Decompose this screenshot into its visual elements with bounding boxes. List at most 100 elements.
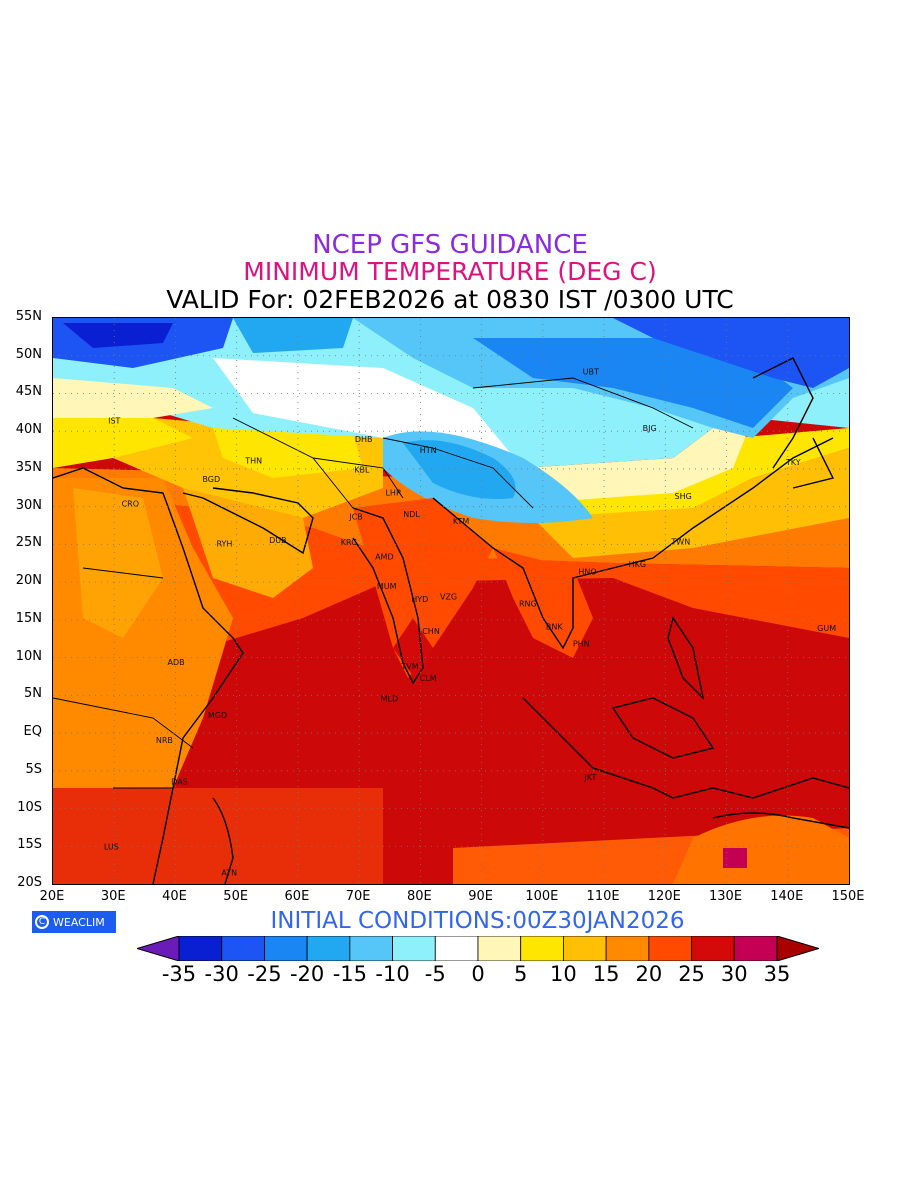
hot-spot [723, 848, 747, 868]
city-label-ryh: RYH [216, 540, 232, 549]
weaclim-logo: C WEACLIM [32, 911, 116, 933]
longitude-label: 90E [468, 889, 493, 904]
title-line-2: MINIMUM TEMPERATURE (DEG C) [243, 257, 657, 286]
scale-label: -30 [204, 962, 239, 986]
city-label-lhr: LHR [385, 488, 401, 497]
temp-zone [523, 418, 753, 503]
city-label-thn: THN [244, 457, 262, 466]
city-label-mld: MLD [381, 694, 399, 703]
land-zone [183, 488, 313, 598]
longitude-label: 150E [831, 889, 865, 904]
city-label-tvm: TVM [400, 662, 418, 671]
longitude-label: 30E [100, 889, 126, 904]
scale-swatch [648, 936, 692, 961]
scale-label: -5 [424, 962, 446, 986]
scale-swatch [520, 936, 564, 961]
city-label-lus: LUS [104, 842, 119, 851]
city-label-bjg: BJG [643, 424, 657, 433]
city-label-dhb: DHB [355, 435, 373, 444]
scale-label: 5 [514, 962, 528, 986]
scale-label: 35 [763, 962, 791, 986]
latitude-label: 45N [15, 384, 42, 400]
longitude-label: 110E [586, 889, 620, 904]
scale-max-triangle [776, 936, 819, 961]
scale-label: 0 [471, 962, 485, 986]
city-label-amd: AMD [375, 552, 394, 561]
latitude-label: 10N [15, 648, 42, 664]
scale-swatch [434, 936, 479, 961]
scale-label: -15 [332, 962, 367, 986]
scale-swatch [264, 936, 308, 961]
land-zone [493, 548, 593, 658]
city-label-bnk: BNK [546, 623, 563, 632]
scale-label: 10 [550, 962, 577, 986]
city-label-das: DAS [171, 777, 188, 786]
city-label-chn: CHN [422, 627, 440, 636]
city-labels: UBT BJG TKY SHG TWN HKG HNO RNG BNK PHN GUM JKT HTN D… [104, 368, 836, 878]
borders [53, 377, 694, 789]
scale-label: 15 [592, 962, 620, 986]
city-label-twn: TWN [670, 537, 690, 546]
scale-swatch [477, 936, 522, 961]
scale-swatch [306, 936, 351, 961]
cold-zone [403, 440, 516, 499]
city-label-ndl: NDL [403, 510, 420, 519]
copyright-icon: C [35, 915, 49, 929]
color-scale-bar [137, 936, 819, 961]
city-label-vzg: VZG [440, 592, 457, 601]
city-label-hno: HNO [578, 568, 596, 577]
initial-conditions: INITIAL CONDITIONS:00Z30JAN2026 [270, 908, 685, 934]
scale-swatch [392, 936, 436, 961]
latitude-label: 35N [15, 459, 42, 475]
latitude-label: 30N [15, 497, 42, 513]
city-label-cro: CRO [122, 500, 139, 509]
city-label-mum: MUM [377, 582, 397, 591]
latitude-label: 5N [24, 686, 42, 702]
city-label-gum: GUM [817, 624, 836, 633]
map-canvas: UBT BJG TKY SHG TWN HKG HNO RNG BNK PHN GUM JKT HTN D… [53, 318, 849, 884]
city-label-dub: DUB [269, 536, 287, 545]
latitude-label: 5S [25, 761, 42, 777]
city-label-jcb: JCB [348, 512, 362, 521]
city-label-atn: ATN [221, 869, 237, 878]
scale-label: -25 [247, 962, 282, 986]
cold-zone [63, 323, 173, 348]
city-label-ist: IST [108, 417, 120, 426]
city-label-jkt: JKT [583, 773, 596, 782]
longitude-label: 80E [406, 889, 432, 904]
logo-text: WEACLIM [53, 915, 105, 929]
coastlines [53, 357, 849, 884]
city-label-adb: ADB [168, 658, 185, 667]
scale-swatch [691, 936, 735, 961]
city-label-phn: PHN [573, 639, 590, 648]
scale-swatch [349, 936, 393, 961]
city-label-htn: HTN [420, 446, 437, 455]
longitude-label: 40E [162, 889, 187, 904]
city-label-hkg: HKG [629, 560, 646, 569]
cold-zone [473, 338, 793, 428]
temp-zone [213, 428, 363, 478]
longitude-label: 130E [709, 889, 743, 904]
scale-label: -20 [289, 962, 325, 986]
longitude-label: 100E [525, 889, 559, 904]
longitude-label: 50E [223, 889, 249, 904]
longitude-label: 60E [284, 889, 310, 904]
cold-zone [233, 318, 353, 353]
city-label-shg: SHG [674, 492, 691, 501]
longitude-label: 70E [345, 889, 371, 904]
valid-time-line: VALID For: 02FEB2026 at 0830 IST /0300 U… [166, 285, 734, 314]
latitude-label: 20N [15, 573, 42, 589]
scale-label: 30 [720, 962, 748, 986]
scale-label: -10 [375, 962, 410, 986]
city-label-krc: KRC [341, 538, 357, 547]
latitude-label: 20S [17, 875, 42, 890]
temp-zone [53, 418, 193, 468]
city-label-hyd: HYD [411, 595, 428, 604]
scale-label: 20 [635, 962, 663, 986]
latitude-label: EQ [23, 724, 42, 740]
city-label-tky: TKY [785, 458, 801, 467]
longitude-label: 140E [770, 889, 804, 904]
scale-label: 25 [678, 962, 705, 986]
city-label-ubt: UBT [583, 368, 599, 377]
scale-min-triangle [137, 936, 180, 961]
